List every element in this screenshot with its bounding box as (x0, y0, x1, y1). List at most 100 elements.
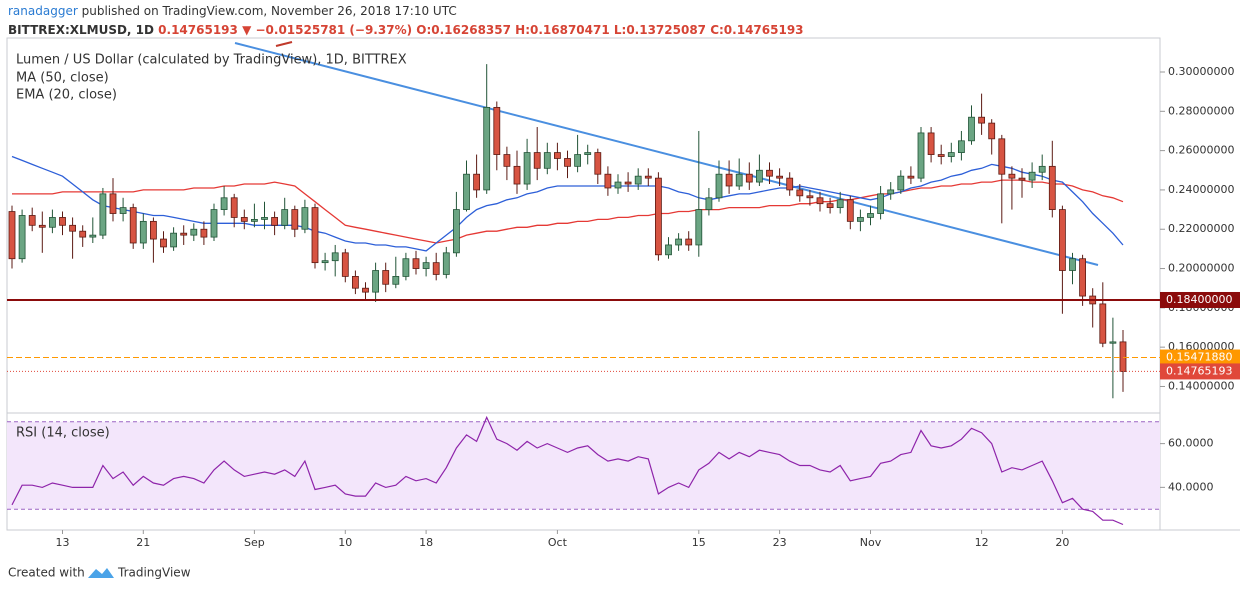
x-tick-label: Nov (860, 536, 882, 549)
candle-body (119, 207, 127, 214)
x-tick-label: 23 (773, 536, 787, 549)
candle-body (382, 270, 390, 285)
y-tick-label: 0.20000000 (1168, 262, 1234, 275)
price-level-label: 0.18400000 (1166, 293, 1232, 306)
candle-body (372, 270, 380, 293)
candle-body (887, 189, 895, 195)
candle-body (422, 262, 430, 269)
last-price: 0.14765193 (158, 23, 238, 37)
candle-body (867, 213, 874, 218)
y-tick-label: 0.26000000 (1168, 144, 1234, 157)
candle-body (1099, 303, 1107, 344)
y-tick-label: 0.28000000 (1168, 104, 1234, 117)
candle-body (877, 193, 884, 214)
candle-body (301, 207, 309, 230)
candle-body (513, 165, 521, 185)
candle-body (857, 217, 864, 222)
indicator-line (12, 179, 1124, 244)
candle-body (816, 197, 824, 205)
candle-body (554, 152, 561, 159)
trend-line (234, 42, 1099, 266)
price-level-label: 0.15471880 (1166, 351, 1232, 364)
candle-body (1018, 177, 1026, 181)
candle-body (160, 238, 167, 248)
candle-body (321, 260, 329, 264)
candle-body (503, 154, 511, 167)
candle-body (220, 197, 228, 210)
candle-body (564, 158, 571, 167)
candle-body (210, 209, 218, 238)
candle-body (331, 252, 339, 262)
candle-body (139, 220, 147, 244)
candle-body (543, 152, 551, 169)
candle-body (624, 181, 632, 185)
candle-body (665, 244, 672, 256)
brand-logo (88, 568, 114, 578)
x-tick-label: 21 (136, 536, 150, 549)
price-level-label: 0.14765193 (1166, 364, 1232, 377)
candle-body (937, 154, 945, 157)
candle-body (432, 262, 440, 275)
y-tick-label: 0.14000000 (1168, 379, 1234, 392)
x-tick-label: 12 (975, 536, 989, 549)
candle-body (1069, 258, 1076, 271)
candle-body (907, 175, 915, 179)
candle-body (129, 207, 137, 244)
candle-body (281, 209, 289, 226)
candle-body (634, 175, 642, 185)
footer-created: Created with (8, 566, 85, 580)
ohlc: O:0.16268357 H:0.16870471 L:0.13725087 C… (416, 23, 803, 37)
candle-body (1038, 165, 1046, 173)
rsi-band (7, 421, 1160, 510)
price-level-box (1160, 349, 1240, 366)
symbol-line: BITTREX:XLMUSD, 1D 0.14765193 ▼ −0.01525… (8, 23, 804, 37)
candle-body (968, 116, 975, 142)
x-tick-label: 15 (692, 536, 706, 549)
candle-body (89, 234, 97, 238)
candle-body (766, 169, 773, 177)
candle-body (1008, 173, 1016, 179)
candle-body (846, 199, 854, 222)
candle-body (452, 209, 460, 254)
candle-body (735, 173, 743, 187)
candle-body (8, 211, 16, 260)
candle-body (574, 154, 581, 167)
candle-body (523, 152, 531, 185)
candle-body (917, 132, 925, 179)
candle-body (200, 228, 208, 238)
candle-body (786, 177, 794, 191)
x-tick-label: 18 (419, 536, 433, 549)
candle-body (473, 173, 481, 191)
candle-body (1059, 209, 1066, 271)
candle-body (988, 122, 996, 140)
candle-body (463, 173, 470, 210)
candle-body (412, 258, 420, 269)
candle-body (483, 106, 491, 191)
candle-body (796, 189, 804, 197)
candle-body (594, 152, 602, 175)
candle-body (1119, 341, 1127, 372)
candle-body (584, 152, 592, 155)
candle-body (59, 217, 66, 226)
candle-body (49, 217, 56, 228)
footer-brand[interactable]: TradingView (117, 566, 191, 580)
candle-body (109, 193, 117, 214)
candle-body (311, 207, 319, 264)
candle-body (250, 219, 258, 222)
indicator-line (11, 155, 1124, 252)
candle-body (644, 175, 652, 179)
candle-body (756, 169, 763, 183)
candle-body (190, 228, 198, 236)
candle-body (958, 140, 965, 153)
legend-rsi: RSI (14, close) (16, 426, 110, 441)
x-tick-label: Oct (548, 536, 568, 549)
candle-body (978, 116, 985, 124)
candle-body (149, 220, 157, 240)
candle-body (351, 276, 359, 289)
candle-body (836, 199, 844, 209)
candle-body (1028, 171, 1036, 181)
candle-body (1079, 258, 1086, 297)
header-line: ranadagger published on TradingView.com,… (8, 4, 457, 18)
candle-body (18, 215, 26, 260)
